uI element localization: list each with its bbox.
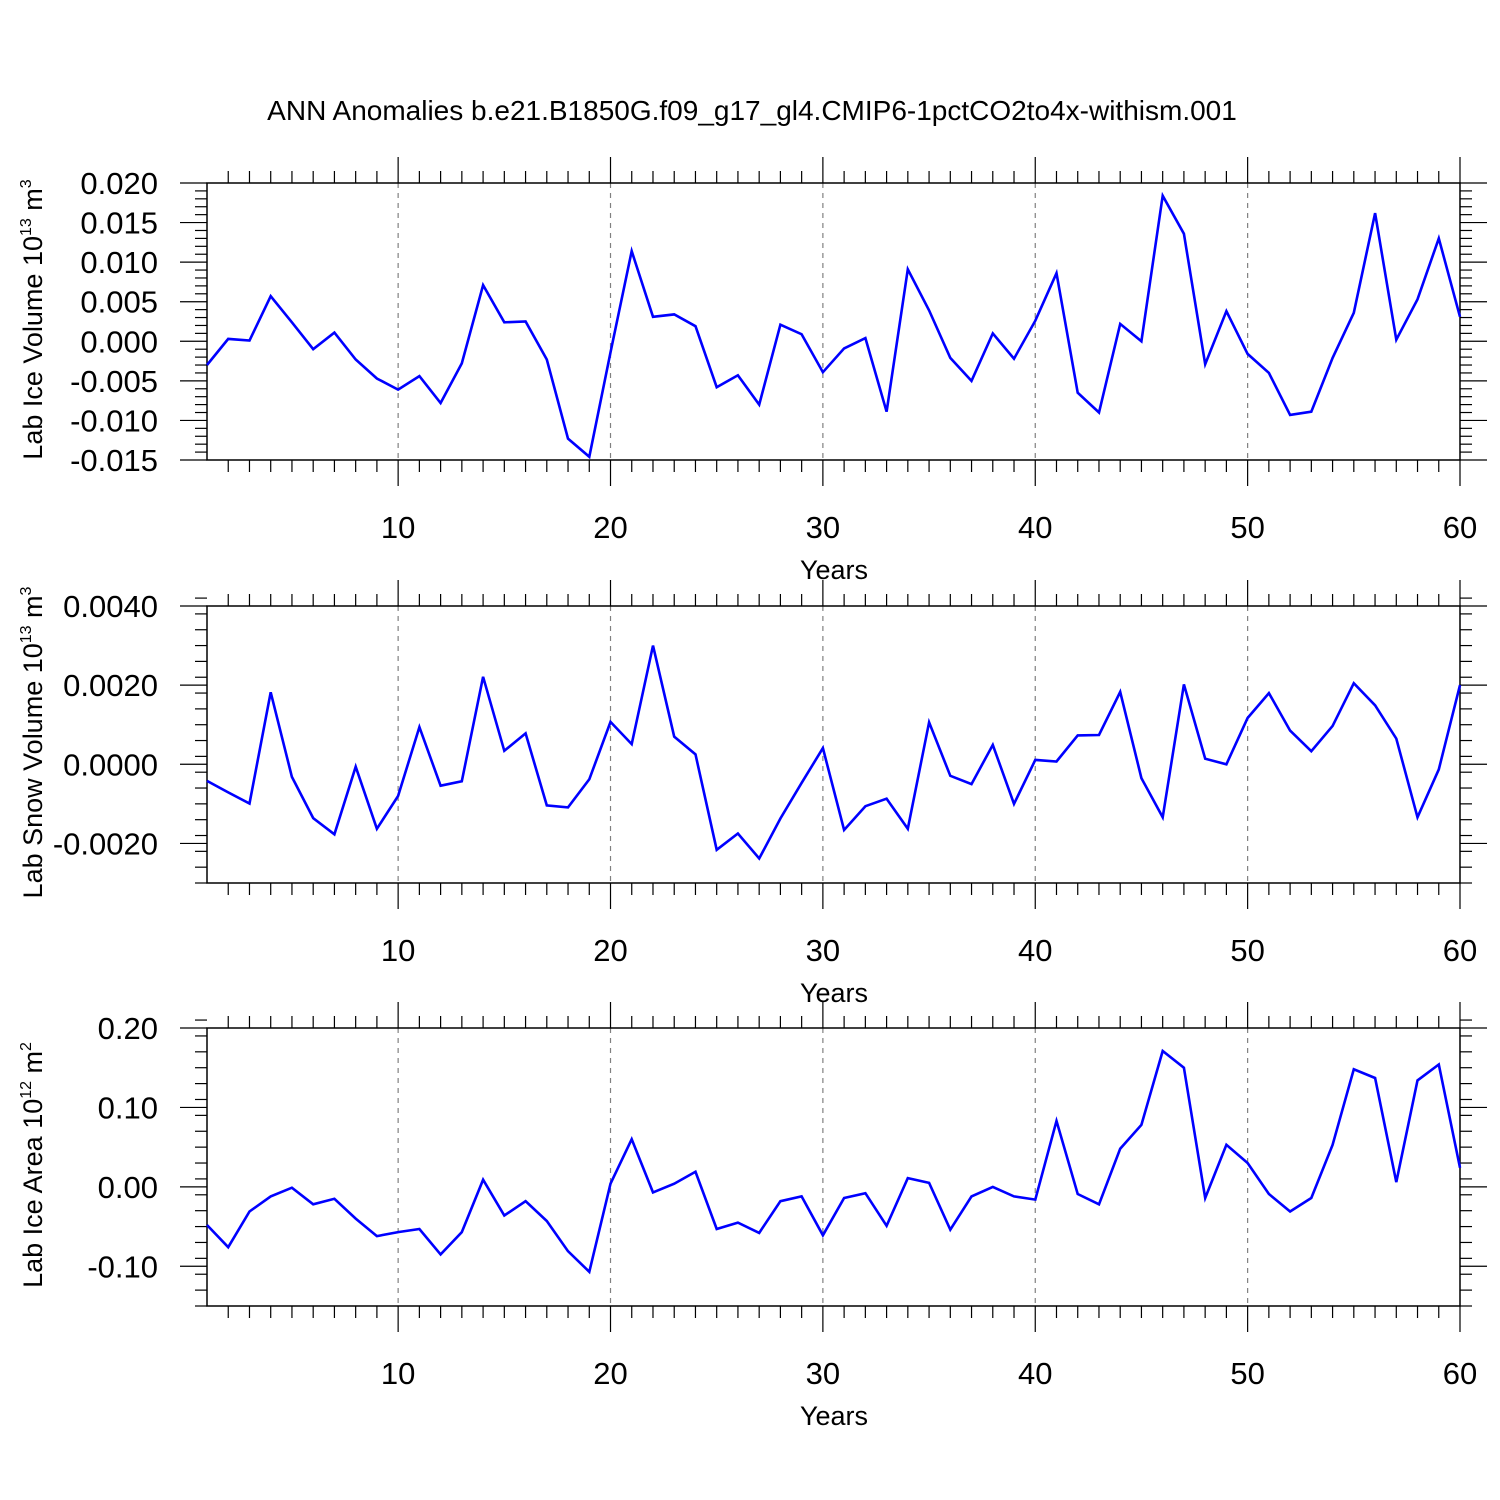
x-tick-label: 50 <box>1230 510 1264 545</box>
y-axis-label-unit: m <box>18 188 48 218</box>
y-tick-label: 0.0040 <box>63 589 158 624</box>
x-tick-label: 30 <box>806 1356 840 1391</box>
x-tick-label: 50 <box>1230 933 1264 968</box>
chart-panel-1: 10 20 30 40 50 60 Years -0.015 -0.010 -0.005 0.000… <box>18 157 1487 585</box>
y-tick-label: 0.00 <box>98 1170 158 1205</box>
series-line <box>205 191 1462 460</box>
y-axis-label-unit-exponent: 3 <box>18 179 35 188</box>
y-tick-label: 0.005 <box>80 285 158 320</box>
y-tick-label: 0.10 <box>98 1090 158 1125</box>
x-tick-label: 60 <box>1443 510 1477 545</box>
x-tick-label: 10 <box>381 1356 415 1391</box>
y-axis-label-unit: m <box>18 1051 48 1081</box>
y-axis-label-text: Lab Snow Volume 10 <box>18 643 48 898</box>
y-axis-label-unit-exponent: 2 <box>18 1042 35 1051</box>
x-axis-label: Years <box>800 555 868 585</box>
series-line <box>206 645 1462 861</box>
y-axis-label-exponent: 13 <box>18 625 35 643</box>
x-tick-label: 40 <box>1018 1356 1052 1391</box>
y-tick-label: -0.010 <box>70 403 158 438</box>
y-axis-label-exponent: 12 <box>18 1081 35 1099</box>
y-tick-label: 0.020 <box>80 166 158 201</box>
x-tick-label: 10 <box>381 933 415 968</box>
x-tick-label: 30 <box>806 510 840 545</box>
panels: 10 20 30 40 50 60Years-0.015-0.010-0.0050.000… <box>18 157 1487 1431</box>
y-tick-label: -0.0020 <box>53 826 158 861</box>
y-tick-label: 0.0020 <box>63 668 158 703</box>
x-tick-label: 30 <box>806 933 840 968</box>
x-tick-label: 20 <box>593 510 627 545</box>
plot-frame <box>206 182 1461 461</box>
chart-panel-2: 10 20 30 40 50 60 Years -0.0020 0.0000 0.0020 0.00… <box>18 580 1487 1008</box>
x-axis-label: Years <box>800 1401 868 1431</box>
series-line <box>206 1048 1462 1275</box>
y-tick-label: -0.10 <box>87 1249 158 1284</box>
plot-frame <box>206 605 1461 884</box>
y-axis-label-text: Lab Ice Volume 10 <box>18 236 48 460</box>
x-tick-label: 40 <box>1018 510 1052 545</box>
y-tick-label: 0.000 <box>80 324 158 359</box>
y-axis-label-text: Lab Ice Area 10 <box>18 1099 48 1288</box>
y-axis-label-unit-exponent: 3 <box>18 586 35 595</box>
y-tick-label: 0.0000 <box>63 747 158 782</box>
x-tick-label: 60 <box>1443 933 1477 968</box>
x-tick-label: 20 <box>593 933 627 968</box>
x-axis-label: Years <box>800 978 868 1008</box>
y-axis-label-unit: m <box>18 595 48 625</box>
x-tick-label: 40 <box>1018 933 1052 968</box>
y-axis-label: Lab Snow Volume 1013 m3 <box>18 586 48 898</box>
x-tick-label: 10 <box>381 510 415 545</box>
x-tick-label: 50 <box>1230 1356 1264 1391</box>
y-tick-label: 0.20 <box>98 1011 158 1046</box>
figure-title: ANN Anomalies b.e21.B1850G.f09_g17_gl4.C… <box>267 95 1237 126</box>
y-tick-label: 0.010 <box>80 245 158 280</box>
y-axis-label-exponent: 13 <box>18 218 35 236</box>
y-tick-label: -0.015 <box>70 443 158 478</box>
y-tick-label: 0.015 <box>80 206 158 241</box>
y-tick-label: -0.005 <box>70 364 158 399</box>
x-tick-label: 60 <box>1443 1356 1477 1391</box>
y-axis-label: Lab Ice Volume 1013 m3 <box>18 179 48 459</box>
x-tick-label: 20 <box>593 1356 627 1391</box>
y-axis-label: Lab Ice Area 1012 m2 <box>18 1042 48 1288</box>
chart-panel-3: 10 20 30 40 50 60 Years -0.10 0.00 0.10 0.20 Lab Ic… <box>18 1002 1487 1431</box>
plot-frame <box>206 1027 1461 1307</box>
